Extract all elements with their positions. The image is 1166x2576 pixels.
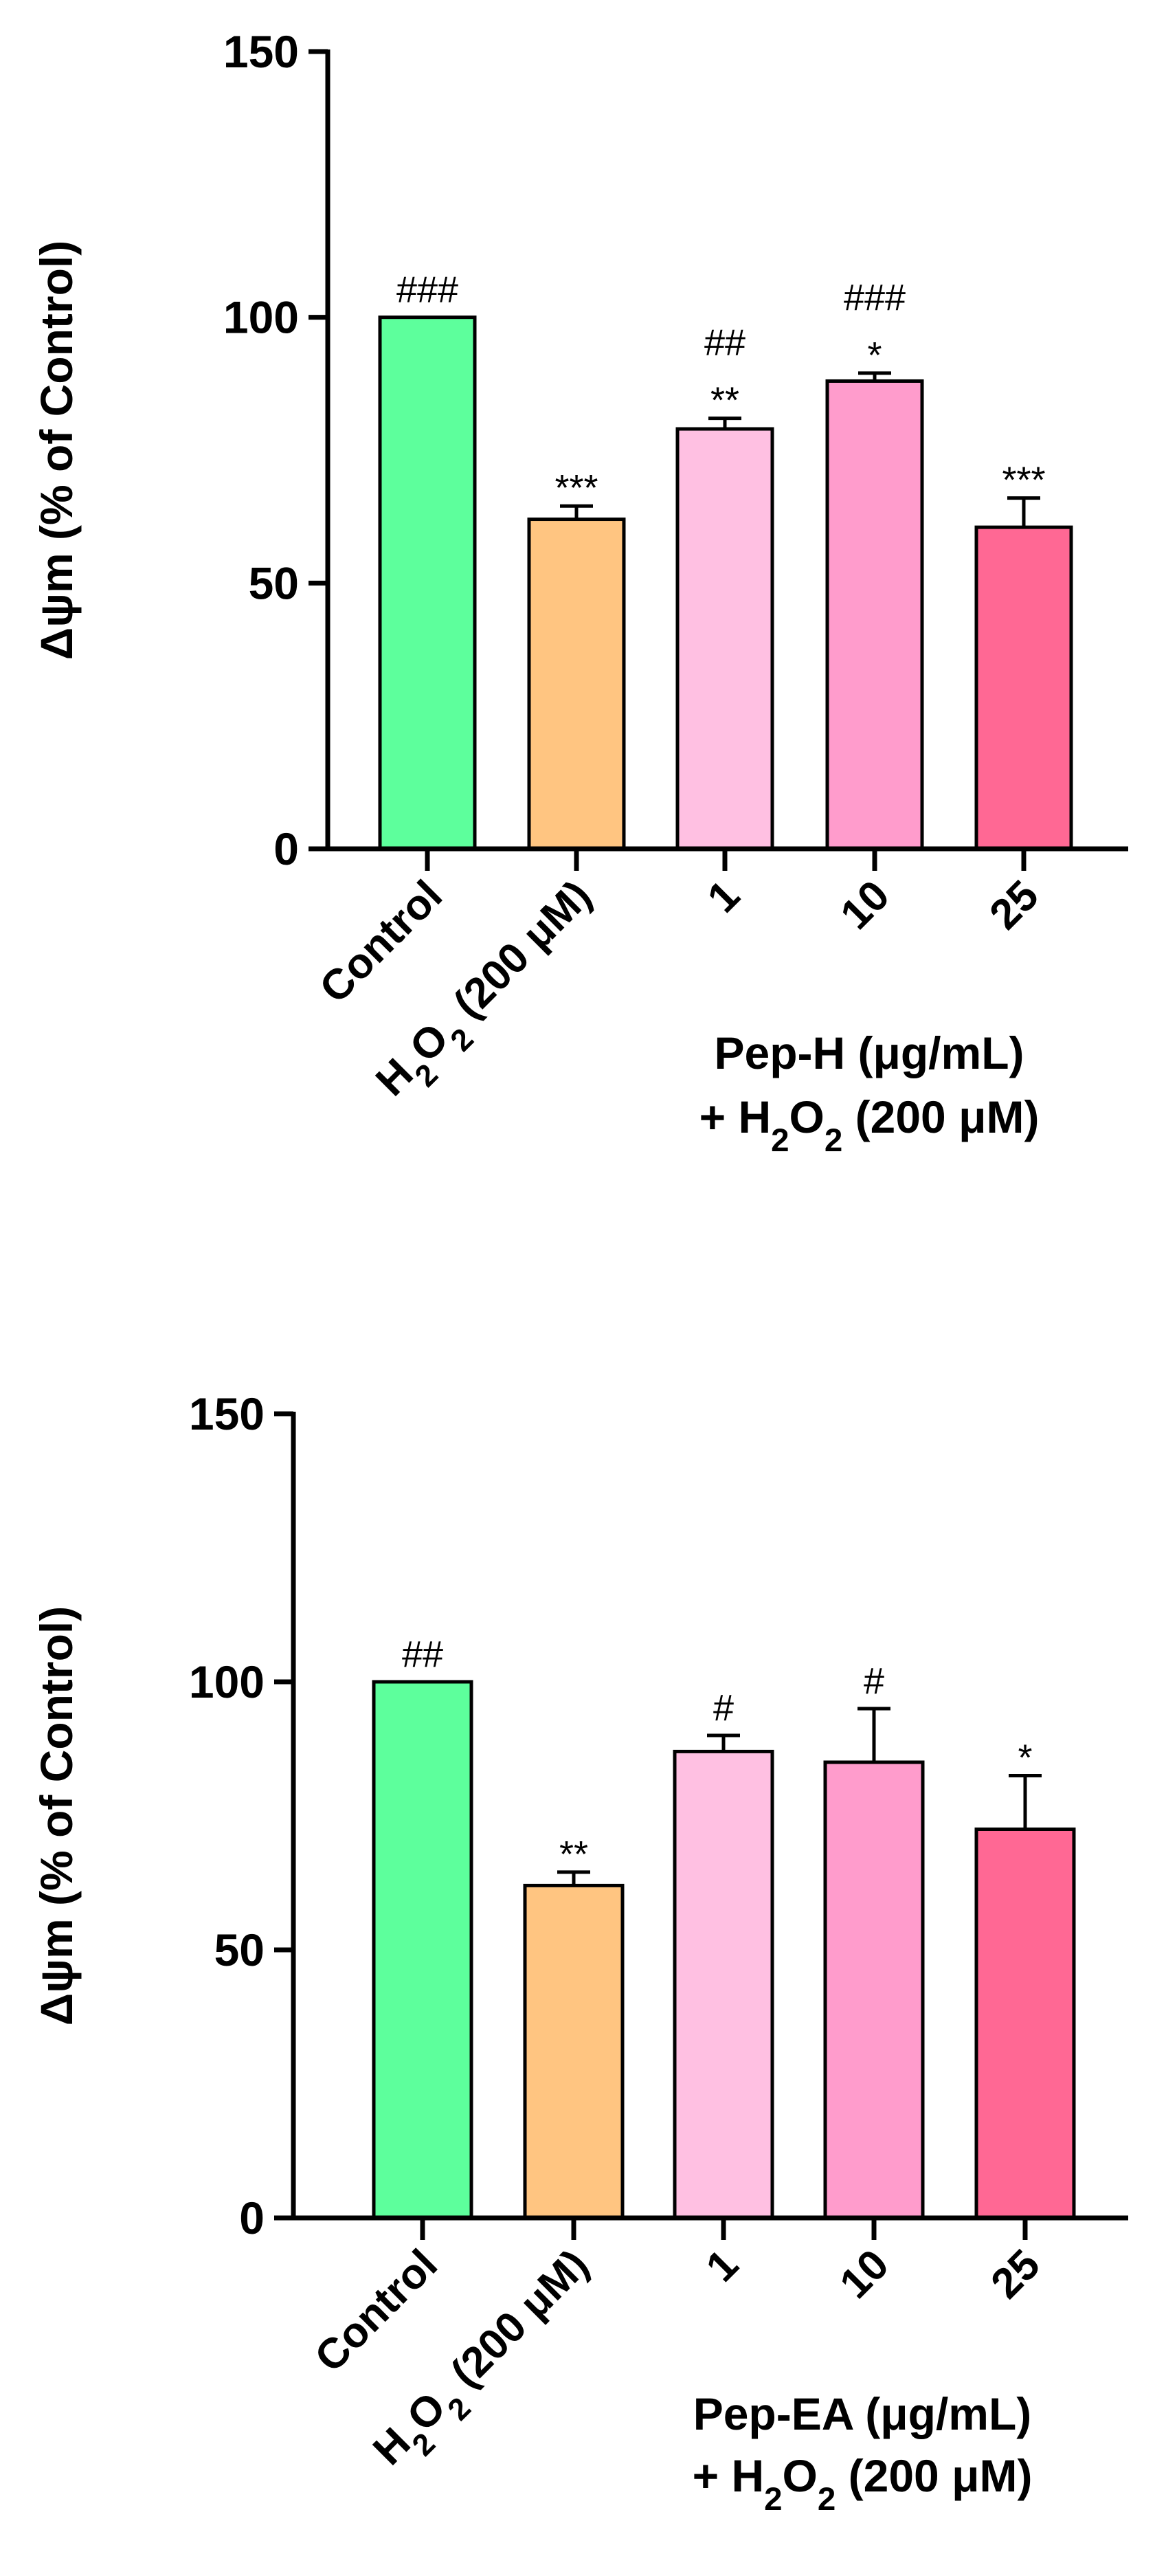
y-tick-label-0: 0: [273, 823, 299, 874]
bar-3: [675, 427, 774, 851]
x-tick-label-3: 1: [699, 871, 749, 922]
x-tick-label-4: 10: [831, 871, 899, 939]
y-tick-label-100: 100: [223, 292, 299, 343]
y-tick-label-0: 0: [239, 2192, 265, 2243]
significance-hash-4: #: [864, 1661, 884, 1702]
significance-star-3: **: [710, 380, 739, 421]
y-tick-label-100: 100: [189, 1656, 265, 1707]
group-label-line2: + H2O2 (200 μM): [693, 2450, 1033, 2518]
significance-hash-1: ###: [396, 269, 458, 311]
bar-5: [974, 1828, 1076, 2220]
significance-hash-3: #: [713, 1687, 734, 1729]
significance-hash-3: ##: [704, 322, 745, 364]
significance-star-2: ***: [554, 467, 598, 509]
y-tick-label-50: 50: [249, 557, 299, 608]
x-tick-label-3: 1: [697, 2241, 748, 2291]
bar-4: [825, 379, 924, 851]
bar-3: [673, 1749, 774, 2220]
x-tick-label-4: 10: [831, 2241, 898, 2308]
y-tick-label-150: 150: [223, 26, 299, 77]
bar-1: [378, 315, 477, 851]
bar-4: [823, 1760, 925, 2220]
x-tick-label-1: Control: [311, 871, 451, 1012]
bar-1: [372, 1680, 473, 2220]
significance-star-4: *: [867, 335, 882, 376]
significance-star-2: **: [559, 1834, 588, 1875]
y-tick-label-150: 150: [189, 1388, 265, 1439]
significance-hash-1: ##: [402, 1634, 443, 1675]
significance-star-5: *: [1018, 1737, 1032, 1779]
significance-star-5: ***: [1002, 460, 1045, 501]
x-tick-label-1: Control: [306, 2241, 447, 2381]
y-tick-label-50: 50: [214, 1924, 265, 1975]
significance-hash-4: ###: [844, 277, 906, 318]
group-label-line2: + H2O2 (200 μM): [699, 1091, 1040, 1159]
x-tick-label-5: 25: [982, 2241, 1049, 2308]
group-label-line1: Pep-EA (μg/mL): [693, 2388, 1032, 2439]
bar-2: [523, 1883, 625, 2220]
y-axis-label: Δψm (% of Control): [31, 1606, 82, 2025]
group-label-line1: Pep-H (μg/mL): [714, 1028, 1024, 1078]
y-axis-label: Δψm (% of Control): [31, 241, 82, 660]
x-tick-label-5: 25: [980, 871, 1048, 939]
bar-2: [527, 518, 626, 851]
bar-5: [974, 525, 1073, 851]
